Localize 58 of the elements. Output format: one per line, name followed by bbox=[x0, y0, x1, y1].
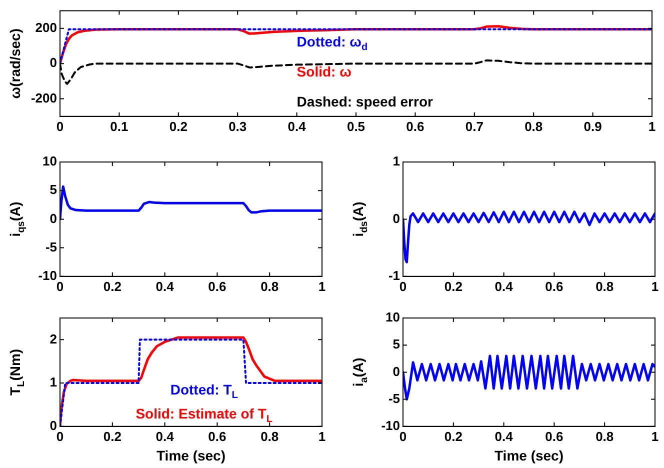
y-tick-label: 2 bbox=[50, 331, 57, 346]
x-axis-title: Time (sec) bbox=[156, 447, 226, 464]
y-tick-label: 10 bbox=[386, 310, 400, 325]
y-tick-label: -200 bbox=[30, 90, 57, 106]
x-tick-label: 0.8 bbox=[596, 278, 614, 294]
y-tick-label: 1 bbox=[50, 374, 57, 390]
x-tick-label: 0.2 bbox=[103, 428, 122, 444]
y-axis-title: TL(Nm) bbox=[6, 348, 27, 396]
x-tick-label: 1 bbox=[318, 278, 326, 294]
y-tick-label: 200 bbox=[35, 20, 57, 35]
y-tick-label: -10 bbox=[381, 418, 400, 433]
y-tick-label: 5 bbox=[50, 182, 57, 198]
y-tick-label: 5 bbox=[392, 336, 400, 352]
x-tick-label: 0.4 bbox=[288, 118, 307, 134]
x-tick-label: 0.8 bbox=[524, 118, 543, 134]
x-tick-label: 0.8 bbox=[596, 428, 614, 444]
x-tick-label: 0.2 bbox=[103, 278, 122, 294]
y-tick-label: 0 bbox=[392, 364, 400, 379]
x-tick-label: 0.4 bbox=[494, 428, 514, 444]
x-tick-label: 1 bbox=[651, 428, 659, 444]
x-tick-label: 0.8 bbox=[260, 278, 279, 294]
x-tick-label: 0.4 bbox=[494, 278, 514, 294]
y-tick-label: -1 bbox=[388, 268, 400, 283]
y-tick-label: -5 bbox=[388, 390, 400, 406]
x-tick-label: 0.6 bbox=[545, 278, 564, 294]
x-tick-label: 0.2 bbox=[444, 278, 462, 294]
y-axis-title: ia(A) bbox=[350, 358, 370, 387]
x-axis-title: Time (sec) bbox=[494, 447, 564, 464]
x-tick-label: 0.6 bbox=[208, 428, 226, 444]
y-axis-title: ids(A) bbox=[350, 202, 370, 237]
x-tick-label: 0.4 bbox=[156, 428, 175, 444]
y-tick-label: 1 bbox=[392, 154, 400, 169]
x-tick-label: 0.6 bbox=[545, 428, 564, 444]
y-tick-label: 10 bbox=[42, 154, 57, 169]
y-tick-label: 0 bbox=[50, 55, 57, 70]
x-tick-label: 1 bbox=[648, 118, 656, 134]
x-tick-label: 0.2 bbox=[169, 118, 188, 134]
x-tick-label: 0.2 bbox=[444, 428, 462, 444]
y-axis-title: iqs(A) bbox=[6, 202, 27, 237]
x-tick-label: 0.9 bbox=[584, 118, 602, 134]
x-tick-label: 0.7 bbox=[465, 118, 484, 134]
x-tick-label: 0.3 bbox=[228, 118, 247, 134]
x-tick-label: 1 bbox=[318, 428, 326, 444]
y-tick-label: 0 bbox=[50, 418, 57, 433]
x-tick-label: 0.6 bbox=[406, 118, 424, 134]
x-tick-label: 1 bbox=[651, 278, 659, 294]
x-tick-label: 0.1 bbox=[110, 118, 128, 134]
y-axis-title: ω(rad/sec) bbox=[6, 28, 23, 99]
x-tick-label: 0.8 bbox=[260, 428, 279, 444]
x-tick-label: 0.5 bbox=[346, 118, 366, 134]
y-tick-label: -5 bbox=[45, 239, 57, 254]
text: Solid: ω bbox=[296, 63, 352, 80]
x-tick-label: 0.6 bbox=[208, 278, 226, 294]
y-tick-label: 0 bbox=[50, 210, 57, 226]
y-tick-label: 0 bbox=[392, 210, 400, 226]
x-tick-label: 0.4 bbox=[156, 278, 175, 294]
y-tick-label: -10 bbox=[38, 268, 57, 283]
text: Dashed: speed error bbox=[296, 93, 434, 110]
